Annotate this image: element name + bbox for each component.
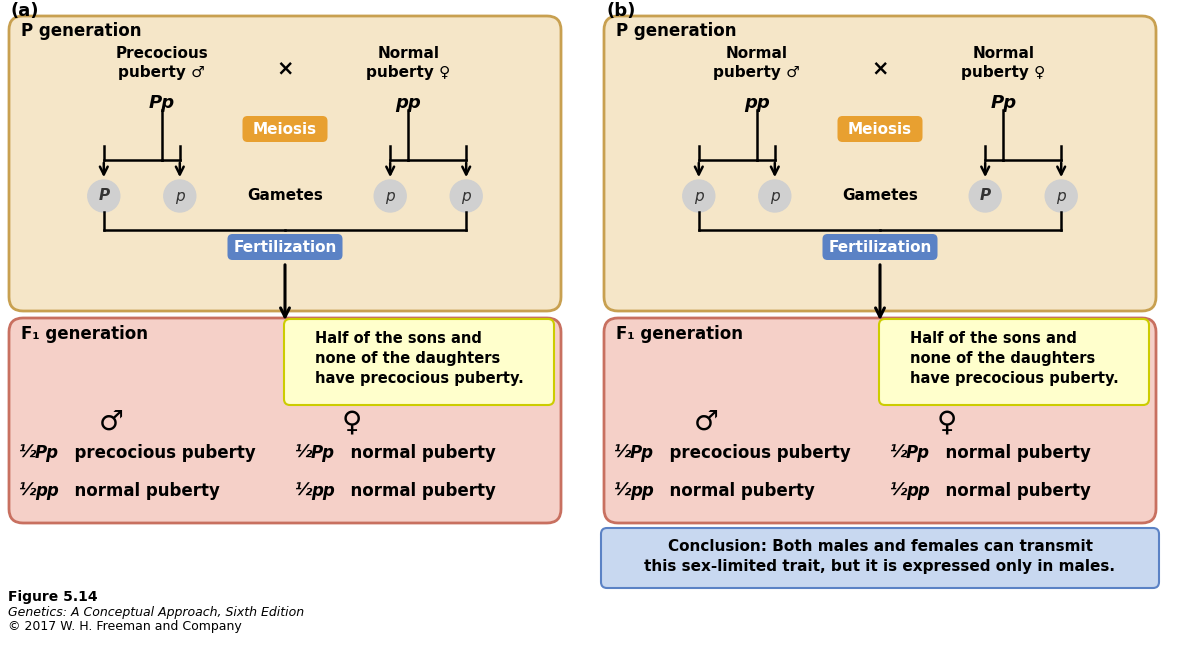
Text: Normal
puberty ♀: Normal puberty ♀	[961, 46, 1045, 79]
FancyBboxPatch shape	[284, 319, 554, 405]
Text: Precocious
puberty ♂: Precocious puberty ♂	[115, 46, 208, 79]
Text: ½: ½	[295, 444, 318, 462]
Text: Half of the sons and
none of the daughters
have precocious puberty.: Half of the sons and none of the daughte…	[314, 331, 523, 386]
Text: (a): (a)	[11, 2, 40, 20]
Text: ½: ½	[614, 444, 637, 462]
FancyBboxPatch shape	[10, 16, 562, 311]
Text: Fertilization: Fertilization	[828, 239, 931, 255]
Text: Genetics: A Conceptual Approach, Sixth Edition: Genetics: A Conceptual Approach, Sixth E…	[8, 606, 304, 619]
Text: (b): (b)	[606, 2, 635, 20]
Circle shape	[758, 180, 791, 212]
Text: © 2017 W. H. Freeman and Company: © 2017 W. H. Freeman and Company	[8, 620, 241, 633]
Text: ♀: ♀	[937, 408, 958, 436]
Text: pp: pp	[906, 482, 930, 500]
Text: pp: pp	[395, 94, 421, 112]
Circle shape	[1045, 180, 1078, 212]
FancyBboxPatch shape	[878, 319, 1150, 405]
Text: P: P	[979, 188, 991, 203]
Text: normal puberty: normal puberty	[934, 482, 1091, 500]
Text: ×: ×	[276, 58, 294, 78]
Text: normal puberty: normal puberty	[64, 482, 220, 500]
Text: Pp: Pp	[311, 444, 335, 462]
Text: Fertilization: Fertilization	[233, 239, 337, 255]
Text: F₁ generation: F₁ generation	[616, 325, 743, 343]
Text: pp: pp	[35, 482, 59, 500]
Text: Pp: Pp	[149, 94, 175, 112]
Text: ½: ½	[295, 482, 318, 500]
Text: precocious puberty: precocious puberty	[64, 444, 256, 462]
Text: P generation: P generation	[22, 22, 142, 40]
Text: p: p	[175, 188, 185, 203]
Text: ½: ½	[890, 482, 913, 500]
Circle shape	[374, 180, 406, 212]
Text: ×: ×	[871, 58, 889, 78]
Text: ½: ½	[614, 482, 637, 500]
Text: ♂: ♂	[694, 408, 719, 436]
Text: Gametes: Gametes	[842, 188, 918, 203]
Text: Normal
puberty ♀: Normal puberty ♀	[366, 46, 450, 79]
Text: ½: ½	[890, 444, 913, 462]
FancyBboxPatch shape	[601, 528, 1159, 588]
Text: Pp: Pp	[630, 444, 654, 462]
Text: Pp: Pp	[990, 94, 1016, 112]
Text: p: p	[770, 188, 780, 203]
Circle shape	[450, 180, 482, 212]
Text: ½: ½	[19, 482, 42, 500]
Text: pp: pp	[311, 482, 335, 500]
Circle shape	[88, 180, 120, 212]
Text: p: p	[461, 188, 472, 203]
Text: ♀: ♀	[342, 408, 362, 436]
Text: F₁ generation: F₁ generation	[22, 325, 148, 343]
Text: ½: ½	[19, 444, 42, 462]
Text: Meiosis: Meiosis	[848, 121, 912, 136]
Text: p: p	[1056, 188, 1066, 203]
Text: precocious puberty: precocious puberty	[658, 444, 851, 462]
Text: normal puberty: normal puberty	[658, 482, 815, 500]
Text: Half of the sons and
none of the daughters
have precocious puberty.: Half of the sons and none of the daughte…	[910, 331, 1118, 386]
FancyBboxPatch shape	[604, 16, 1156, 311]
FancyBboxPatch shape	[228, 234, 342, 260]
Text: Conclusion: Both males and females can transmit
this sex-limited trait, but it i: Conclusion: Both males and females can t…	[644, 539, 1116, 574]
Text: pp: pp	[630, 482, 654, 500]
Circle shape	[163, 180, 196, 212]
Circle shape	[970, 180, 1001, 212]
Text: Meiosis: Meiosis	[253, 121, 317, 136]
Text: Pp: Pp	[906, 444, 930, 462]
FancyBboxPatch shape	[242, 116, 328, 142]
Text: Normal
puberty ♂: Normal puberty ♂	[714, 46, 800, 79]
Text: Pp: Pp	[35, 444, 59, 462]
FancyBboxPatch shape	[604, 318, 1156, 523]
Text: P generation: P generation	[616, 22, 737, 40]
FancyBboxPatch shape	[822, 234, 937, 260]
Text: Gametes: Gametes	[247, 188, 323, 203]
Text: p: p	[385, 188, 395, 203]
Text: P: P	[98, 188, 109, 203]
FancyBboxPatch shape	[10, 318, 562, 523]
Text: normal puberty: normal puberty	[340, 482, 496, 500]
Text: pp: pp	[744, 94, 769, 112]
FancyBboxPatch shape	[838, 116, 923, 142]
Text: Figure 5.14: Figure 5.14	[8, 590, 97, 604]
Circle shape	[683, 180, 715, 212]
Text: p: p	[694, 188, 703, 203]
Text: normal puberty: normal puberty	[340, 444, 496, 462]
Text: ♂: ♂	[98, 408, 124, 436]
Text: normal puberty: normal puberty	[934, 444, 1091, 462]
